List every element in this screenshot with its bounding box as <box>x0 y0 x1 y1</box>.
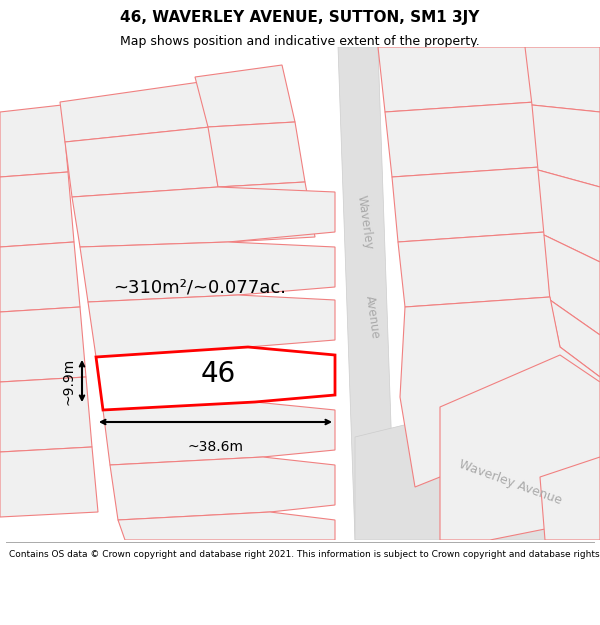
Polygon shape <box>398 232 550 307</box>
Text: ~38.6m: ~38.6m <box>187 440 244 454</box>
Polygon shape <box>195 65 295 127</box>
Text: Waverley Avenue: Waverley Avenue <box>457 458 563 507</box>
Polygon shape <box>218 182 315 242</box>
Text: ~310m²/~0.077ac.: ~310m²/~0.077ac. <box>113 278 287 296</box>
Polygon shape <box>0 172 74 247</box>
Polygon shape <box>385 102 540 177</box>
Polygon shape <box>550 300 600 377</box>
Polygon shape <box>110 457 335 520</box>
Polygon shape <box>544 235 600 335</box>
Text: 46, WAVERLEY AVENUE, SUTTON, SM1 3JY: 46, WAVERLEY AVENUE, SUTTON, SM1 3JY <box>121 11 479 26</box>
Polygon shape <box>400 297 600 487</box>
Polygon shape <box>392 167 545 242</box>
Text: Avenue: Avenue <box>362 294 382 339</box>
Polygon shape <box>103 402 335 465</box>
Polygon shape <box>118 512 335 540</box>
Polygon shape <box>208 122 305 187</box>
Polygon shape <box>338 47 395 540</box>
Polygon shape <box>72 187 335 247</box>
Polygon shape <box>355 377 600 540</box>
Text: ~9.9m: ~9.9m <box>61 357 75 404</box>
Polygon shape <box>0 242 80 312</box>
Polygon shape <box>96 347 335 410</box>
Text: Waverley: Waverley <box>355 194 375 250</box>
Polygon shape <box>440 355 600 540</box>
Text: 46: 46 <box>200 360 236 388</box>
Polygon shape <box>0 105 68 177</box>
Polygon shape <box>60 82 210 142</box>
Polygon shape <box>88 295 335 357</box>
Polygon shape <box>0 447 98 517</box>
Polygon shape <box>0 377 92 452</box>
Polygon shape <box>532 105 600 187</box>
Polygon shape <box>80 242 335 302</box>
Text: Map shows position and indicative extent of the property.: Map shows position and indicative extent… <box>120 35 480 48</box>
Polygon shape <box>525 47 600 112</box>
Polygon shape <box>538 170 600 262</box>
Polygon shape <box>65 127 218 197</box>
Text: Contains OS data © Crown copyright and database right 2021. This information is : Contains OS data © Crown copyright and d… <box>9 550 600 559</box>
Polygon shape <box>378 47 535 112</box>
Polygon shape <box>540 457 600 540</box>
Polygon shape <box>0 307 86 382</box>
